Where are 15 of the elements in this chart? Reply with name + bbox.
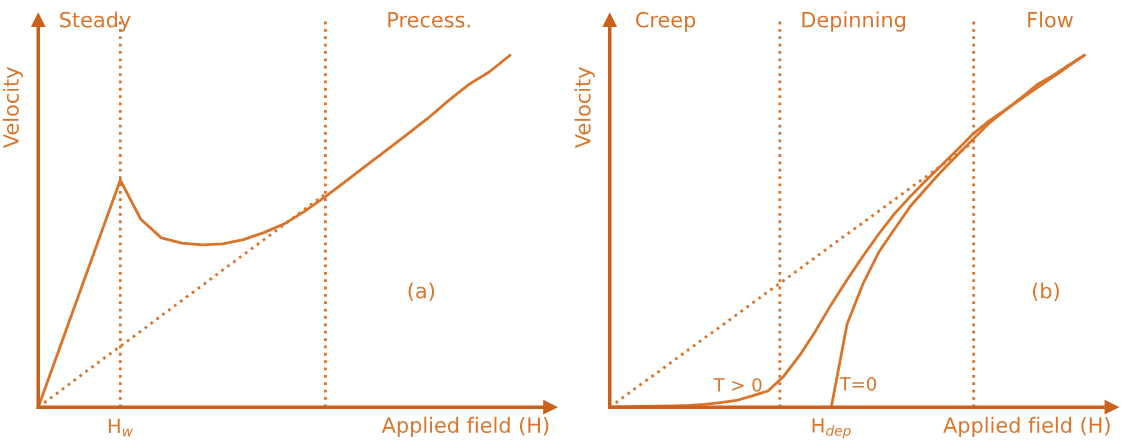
text: Precess.	[388, 12, 470, 28]
text: Steady	[60, 11, 131, 32]
text: Creep	[636, 11, 696, 32]
annotation: (a)	[408, 282, 435, 302]
y-axis-title: Velocity	[2, 67, 23, 149]
y-axis-title: Velocity	[574, 67, 595, 149]
series-label: T > 0	[713, 378, 762, 392]
x-axis-title: Applied field (H)	[381, 416, 549, 438]
text: Flow	[1028, 11, 1073, 28]
text: Depinning	[802, 11, 906, 32]
x-axis-title: Applied field (H)	[943, 416, 1110, 438]
text: H$_{dep}$	[812, 418, 851, 439]
series-label: T=0	[839, 377, 877, 391]
text: H$_{w}$	[108, 418, 133, 437]
annotation: (b)	[1033, 282, 1059, 302]
